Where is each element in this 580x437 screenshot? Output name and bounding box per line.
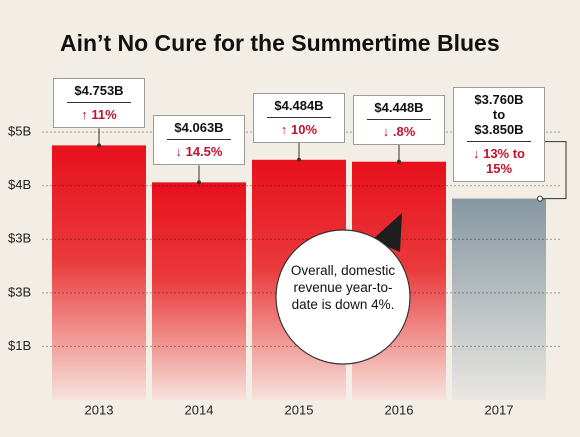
value-label-box: $4.753B ↑ 11%: [53, 78, 145, 129]
connector-dot: [397, 159, 401, 164]
change-label: ↑ 10%: [280, 121, 318, 137]
value-label-box: $3.760B to $3.850B ↓ 13% to 15%: [453, 86, 545, 182]
y-tick-label: $3B: [8, 284, 31, 299]
x-tick-label: 2017: [485, 402, 514, 417]
y-tick-label: $4B: [8, 177, 31, 192]
chart-title: Ain’t No Cure for the Summertime Blues: [60, 30, 500, 56]
note-bubble: [275, 229, 411, 365]
connector-dot: [197, 180, 201, 185]
change-label: ↓ 13% to 15%: [472, 145, 525, 176]
x-tick-label: 2013: [85, 402, 114, 417]
bar: [52, 145, 146, 400]
value-label-box: $4.484B ↑ 10%: [253, 92, 345, 143]
value-label: $4.484B: [267, 98, 331, 118]
connector-dot: [297, 157, 301, 162]
value-label: $4.448B: [367, 100, 431, 120]
connector-dot: [537, 195, 543, 202]
bar: [152, 182, 246, 400]
y-tick-label: $1B: [8, 338, 31, 353]
change-label: ↓ .8%: [382, 123, 416, 139]
value-label: $3.760B to $3.850B: [467, 92, 531, 142]
x-tick-label: 2014: [185, 402, 214, 417]
x-tick-label: 2015: [285, 402, 314, 417]
y-tick-label: $3B: [8, 231, 31, 246]
change-label: ↓ 14.5%: [175, 144, 223, 160]
value-label: $4.753B: [67, 83, 131, 104]
value-label: $4.063B: [167, 120, 231, 141]
value-label-box: $4.448B ↓ .8%: [353, 94, 445, 145]
annotation: Overall, domestic revenue year-to-date i…: [290, 263, 396, 312]
y-tick-label: $5B: [8, 124, 31, 139]
change-label: ↑ 11%: [81, 107, 117, 123]
bar: [452, 198, 546, 400]
bracket: [540, 141, 567, 200]
value-label-box: $4.063B ↓ 14.5%: [153, 115, 245, 166]
x-tick-label: 2016: [385, 402, 414, 417]
connector-dot: [97, 143, 101, 148]
